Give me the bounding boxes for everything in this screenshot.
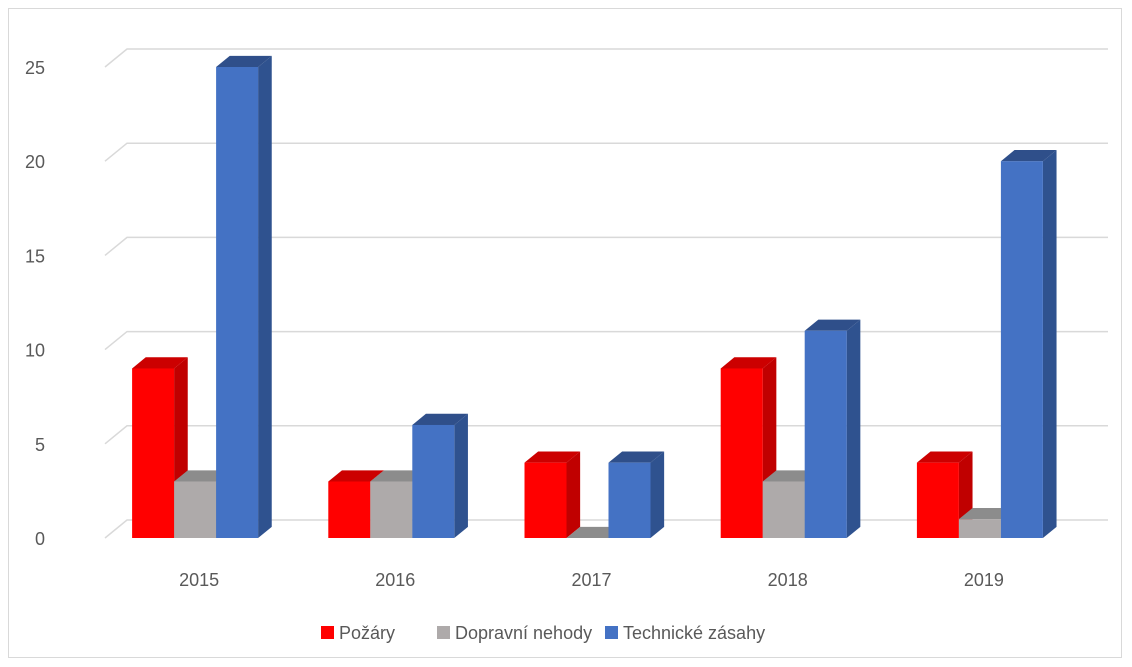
x-tick-label: 2019 — [964, 570, 1004, 590]
bar-chart: 0 5 10 15 20 25 2015 2016 2017 2018 2019 Požáry Do… — [25, 48, 1108, 643]
gridline — [104, 142, 1108, 162]
x-axis-ticks: 2015 2016 2017 2018 2019 — [179, 570, 1004, 590]
bar — [132, 357, 188, 538]
gridline — [104, 425, 1108, 445]
x-tick-label: 2015 — [179, 570, 219, 590]
y-tick-label: 25 — [25, 58, 45, 78]
y-tick-label: 0 — [35, 529, 45, 549]
bar — [804, 319, 861, 538]
x-tick-label: 2017 — [571, 570, 611, 590]
bar — [566, 526, 623, 538]
x-tick-label: 2016 — [375, 570, 415, 590]
chart-frame: 0 5 10 15 20 25 2015 2016 2017 2018 2019 Požáry Do… — [8, 8, 1122, 658]
y-tick-label: 20 — [25, 152, 45, 172]
gridline — [104, 330, 1108, 351]
legend-swatch — [605, 626, 618, 639]
bar — [1000, 150, 1057, 539]
bar — [608, 451, 665, 538]
legend-swatch — [437, 626, 450, 639]
x-tick-label: 2018 — [768, 570, 808, 590]
legend-label: Požáry — [339, 623, 395, 643]
bar — [216, 55, 272, 539]
legend-label: Dopravní nehody — [455, 623, 592, 643]
bar — [412, 413, 468, 538]
y-tick-label: 15 — [25, 246, 45, 266]
legend-swatch — [321, 626, 334, 639]
legend: Požáry Dopravní nehody Technické zásahy — [321, 623, 765, 643]
legend-label: Technické zásahy — [623, 623, 765, 643]
y-axis-ticks: 0 5 10 15 20 25 — [25, 58, 45, 549]
gridline — [104, 48, 1108, 68]
bar — [524, 451, 581, 538]
gridline — [104, 236, 1108, 256]
bars — [132, 55, 1057, 539]
y-tick-label: 5 — [35, 435, 45, 455]
y-tick-label: 10 — [25, 341, 45, 361]
